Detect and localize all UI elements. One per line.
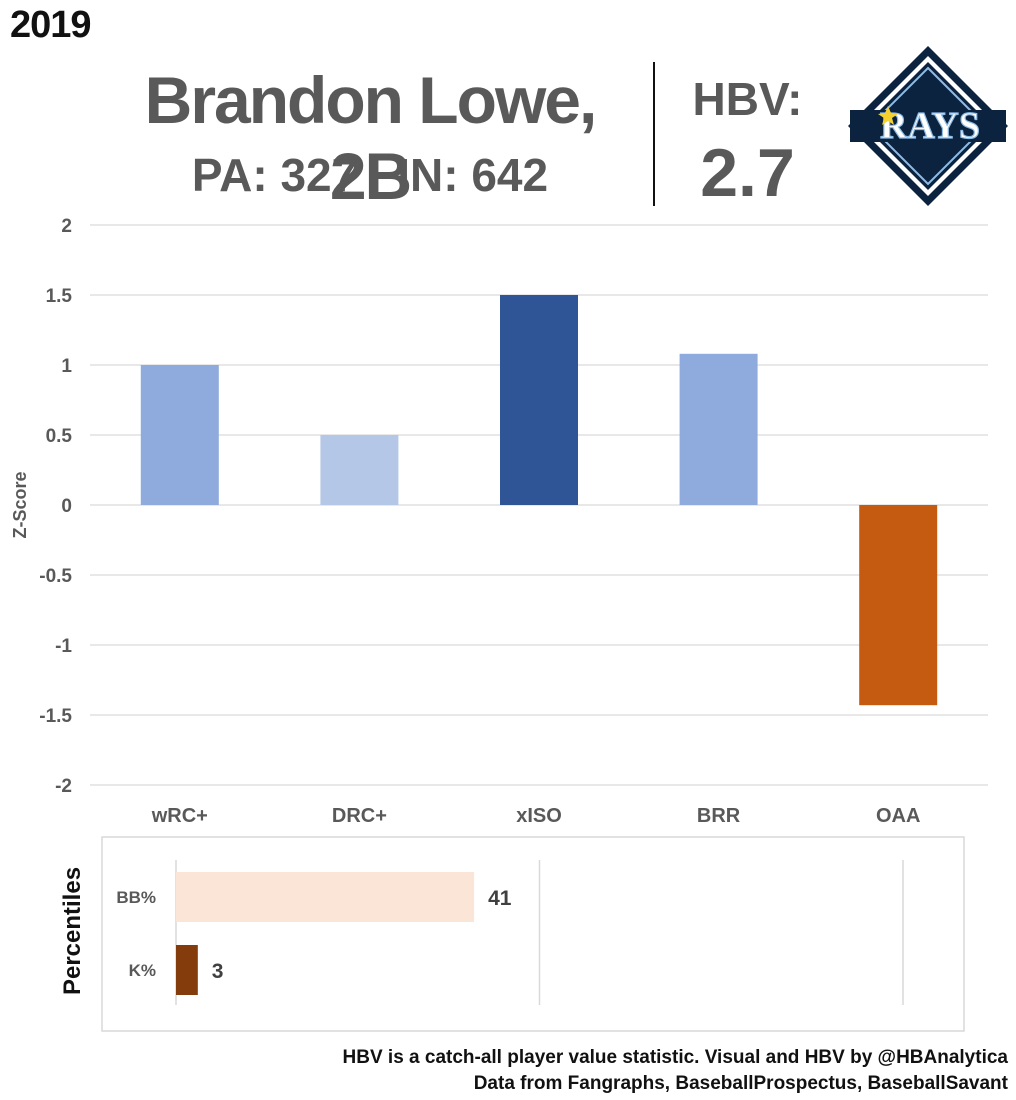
plot-frame [101,836,965,1032]
footer-credit: HBV is a catch-all player value statisti… [342,1047,1008,1068]
bar [176,945,198,995]
bar [320,435,399,505]
header-divider [653,62,655,206]
x-tick-label: wRC+ [151,805,208,827]
y-tick-label: -1 [55,636,72,657]
y-tick-label: -1.5 [39,706,72,727]
y-tick-label: 2 [61,216,72,237]
category-label: BB% [116,888,156,907]
percentiles-chart: Percentiles BB% 41 K% 3 [59,836,965,1032]
data-label: 41 [488,887,512,910]
plate-appearances: PA: 327 [191,149,358,201]
player-stats: PA: 327 IN: 642 [100,148,640,202]
category-label: K% [129,961,156,980]
y-tick-label: 1 [61,356,72,377]
logo-diamond-line [868,66,988,186]
season-year: 2019 [10,4,92,46]
player-name: Brandon Lowe, 2B [144,63,598,213]
logo-banner [850,110,1006,142]
footer-sources: Data from Fangraphs, BaseballProspectus,… [473,1073,1008,1094]
y-tick-label: 1.5 [46,286,73,307]
y-tick-label: 0 [61,496,72,517]
y-axis-title: Z-Score [10,471,30,538]
innings: IN: 642 [397,149,549,201]
bar [859,505,938,706]
zscore-chart: 2 1.5 1 0.5 0 -0.5 -1 -1.5 -2 Z-Score wRC+ DRC+ xISO… [10,216,988,827]
x-tick-label: BRR [697,805,741,827]
y-tick-label: 0.5 [46,426,73,447]
bar [500,295,578,505]
y-tick-label: -2 [55,776,72,797]
logo-sunburst-icon [878,106,898,125]
hbv-value: 2.7 [700,135,795,211]
percentiles-axis-title: Percentiles [59,867,86,995]
logo-wordmark: RAYS [880,105,980,147]
data-label: 3 [212,960,224,983]
x-tick-label: DRC+ [332,805,387,827]
hbv-label: HBV: [692,73,803,125]
x-tick-label: xISO [516,805,562,827]
y-tick-label: -0.5 [39,566,72,587]
team-logo: RAYS [848,46,1008,206]
bar [140,365,219,505]
bar [679,353,758,505]
bar [176,872,475,922]
x-tick-label: OAA [876,805,920,827]
